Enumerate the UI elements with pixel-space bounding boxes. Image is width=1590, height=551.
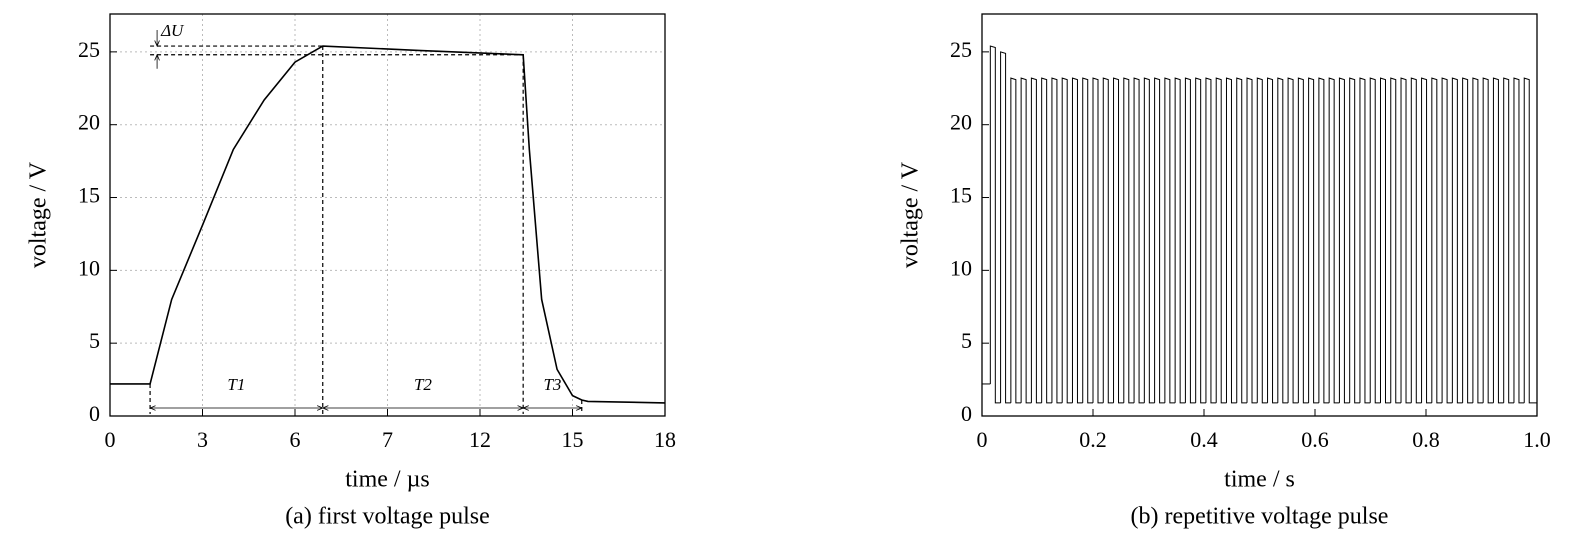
y-tick-label: 10: [78, 255, 100, 280]
x-tick-label: 0.4: [1190, 427, 1218, 452]
pulse: [1328, 77, 1340, 404]
pulse: [1431, 77, 1443, 404]
pulse: [989, 45, 1001, 404]
pulse: [1451, 77, 1463, 404]
pulse: [1000, 51, 1011, 404]
pulse: [1256, 77, 1268, 404]
pulse: [1020, 77, 1032, 404]
pulse: [1061, 77, 1073, 404]
pulse: [1164, 77, 1176, 404]
caption: (b) repetitive voltage pulse: [1131, 504, 1389, 530]
pulse: [1410, 77, 1422, 404]
pulse: [1482, 77, 1494, 404]
x-tick-label: 7: [382, 427, 393, 452]
caption: (a) first voltage pulse: [285, 504, 490, 530]
x-tick-label: 18: [654, 427, 676, 452]
x-axis-label: time / s: [1224, 467, 1295, 493]
annotation: T1: [227, 375, 245, 394]
y-tick-label: 20: [950, 110, 972, 135]
y-tick-label: 20: [78, 110, 100, 135]
pulse: [1472, 77, 1484, 404]
pulse: [1503, 77, 1514, 404]
y-tick-label: 25: [78, 37, 100, 62]
pulse: [1492, 77, 1504, 404]
pulse: [1318, 77, 1330, 404]
y-axis-label: voltage / V: [26, 161, 52, 268]
pulse: [1287, 77, 1299, 404]
pulse: [1277, 77, 1289, 404]
pulse: [1267, 77, 1278, 404]
pulse: [1051, 77, 1063, 404]
pulse: [1513, 77, 1525, 404]
y-tick-label: 15: [950, 183, 972, 208]
pulse: [1030, 77, 1042, 404]
x-tick-label: 0.8: [1412, 427, 1440, 452]
y-tick-label: 0: [89, 401, 100, 426]
pulse: [1390, 77, 1402, 404]
y-axis-label: voltage / V: [898, 161, 924, 268]
pulse: [1369, 77, 1381, 404]
y-tick-label: 0: [961, 401, 972, 426]
x-tick-label: 0: [977, 427, 988, 452]
x-axis-label: time / µs: [345, 467, 430, 493]
pulse: [1123, 77, 1135, 404]
x-tick-label: 0: [105, 427, 116, 452]
y-tick-label: 25: [950, 37, 972, 62]
pulse: [1523, 77, 1537, 404]
y-tick-label: 15: [78, 183, 100, 208]
annotation: T3: [543, 375, 561, 394]
pulse: [1205, 77, 1217, 404]
pulse: [1174, 77, 1186, 404]
pulse: [1359, 77, 1371, 404]
x-tick-label: 1.0: [1523, 427, 1551, 452]
x-tick-label: 3: [197, 427, 208, 452]
y-tick-label: 5: [89, 328, 100, 353]
pulse: [1041, 77, 1052, 404]
x-tick-label: 0.6: [1301, 427, 1329, 452]
pulse: [1308, 77, 1319, 404]
plot-frame: [109, 13, 666, 417]
pulse: [1349, 77, 1360, 404]
y-tick-label: 10: [950, 255, 972, 280]
pulse: [1297, 77, 1309, 404]
pulse: [1421, 77, 1432, 404]
pulse: [1082, 77, 1093, 404]
pulse: [1379, 77, 1391, 404]
annotation: T2: [414, 375, 432, 394]
x-tick-label: 15: [562, 427, 584, 452]
pulse: [1010, 77, 1022, 404]
x-tick-label: 0.2: [1079, 427, 1107, 452]
pulse: [1154, 77, 1165, 404]
pulse: [1071, 77, 1083, 404]
pulse: [1195, 77, 1206, 404]
x-tick-label: 12: [469, 427, 491, 452]
pulse: [1102, 77, 1114, 404]
pulse: [1400, 77, 1412, 404]
annotation: ΔU: [160, 21, 185, 40]
pulse: [1215, 77, 1227, 404]
pulse: [1133, 77, 1145, 404]
plot-frame: [981, 13, 1538, 417]
pulse: [1143, 77, 1155, 404]
x-tick-label: 6: [290, 427, 301, 452]
pulse: [1236, 77, 1248, 404]
pulse: [1092, 77, 1104, 404]
pulse: [1441, 77, 1453, 404]
pulse: [1113, 77, 1124, 404]
pulse: [1225, 77, 1237, 404]
line: [110, 45, 666, 404]
pulse: [1246, 77, 1258, 404]
pulse: [1338, 77, 1350, 404]
pulse: [1184, 77, 1196, 404]
pulse: [1462, 77, 1473, 404]
y-tick-label: 5: [961, 328, 972, 353]
